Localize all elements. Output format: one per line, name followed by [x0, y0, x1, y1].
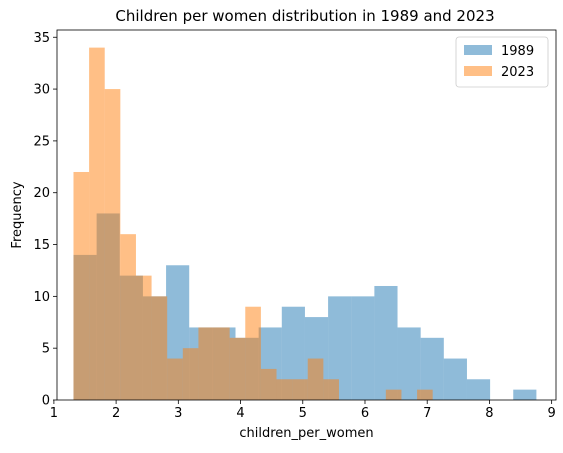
y-tick-label: 25	[33, 134, 50, 149]
bar-2023-bin-8	[198, 327, 215, 400]
bar-2023-bin-4	[135, 275, 152, 400]
bar-2023-bin-22	[417, 389, 433, 400]
bar-1989-bin-19	[513, 389, 537, 400]
bar-2023-bin-15	[307, 358, 324, 400]
x-tick-label: 1	[50, 406, 58, 421]
bar-2023-bin-20	[385, 389, 402, 400]
y-tick-label: 5	[42, 342, 50, 357]
y-axis-label: Frequency	[10, 181, 25, 248]
bar-2023-bin-6	[167, 358, 183, 400]
y-tick-label: 0	[42, 394, 50, 409]
x-tick-label: 8	[485, 406, 493, 421]
x-tick-label: 3	[174, 406, 182, 421]
x-tick-label: 6	[361, 406, 369, 421]
legend-swatch-2023	[464, 66, 492, 76]
bar-1989-bin-16	[443, 358, 467, 400]
legend-label-1989: 1989	[501, 44, 534, 59]
legend-label-2023: 2023	[501, 65, 534, 80]
y-tick-label: 35	[33, 31, 50, 46]
ticks-layer: 1 2 3 4 5 6 7 8 9 0 5 10 15 20 25 30 35	[33, 31, 555, 421]
bar-2023-bin-14	[292, 379, 308, 400]
bar-2023-bin-0	[73, 171, 90, 400]
bar-1989-bin-12	[351, 296, 375, 400]
plot-frame	[56, 29, 557, 401]
bar-2023-bin-2	[104, 89, 121, 401]
bar-2023-bin-5	[151, 296, 168, 400]
bar-2023-bin-1	[89, 47, 105, 400]
x-tick-label: 9	[548, 406, 556, 421]
bar-1989-bin-14	[397, 327, 421, 400]
bar-2023-bin-7	[182, 348, 199, 400]
x-tick-label: 2	[112, 406, 120, 421]
y-tick-label: 30	[33, 83, 50, 98]
legend-swatch-1989	[464, 45, 492, 55]
bar-2023-bin-16	[323, 379, 339, 400]
x-tick-label: 7	[423, 406, 431, 421]
bars-layer	[73, 47, 537, 401]
bar-2023-bin-10	[229, 337, 246, 400]
bar-1989-bin-11	[328, 296, 352, 400]
y-tick-label: 15	[33, 238, 50, 253]
legend: 1989 2023	[455, 36, 549, 88]
y-tick-label: 10	[33, 290, 50, 305]
bar-2023-bin-12	[260, 368, 277, 400]
bar-1989-bin-13	[374, 285, 398, 400]
bar-2023-bin-13	[276, 379, 293, 400]
bar-1989-bin-17	[466, 379, 491, 400]
chart-title: Children per women distribution in 1989 …	[115, 7, 494, 25]
x-tick-label: 5	[299, 406, 307, 421]
bar-1989-bin-9	[281, 306, 305, 400]
bar-2023-bin-9	[214, 327, 230, 400]
bar-2023-bin-3	[120, 234, 136, 400]
bar-1989-bin-15	[420, 337, 444, 400]
bar-2023-bin-11	[245, 306, 261, 400]
y-tick-label: 20	[33, 186, 50, 201]
x-tick-label: 4	[236, 406, 244, 421]
x-axis-label: children_per_women	[239, 426, 373, 441]
